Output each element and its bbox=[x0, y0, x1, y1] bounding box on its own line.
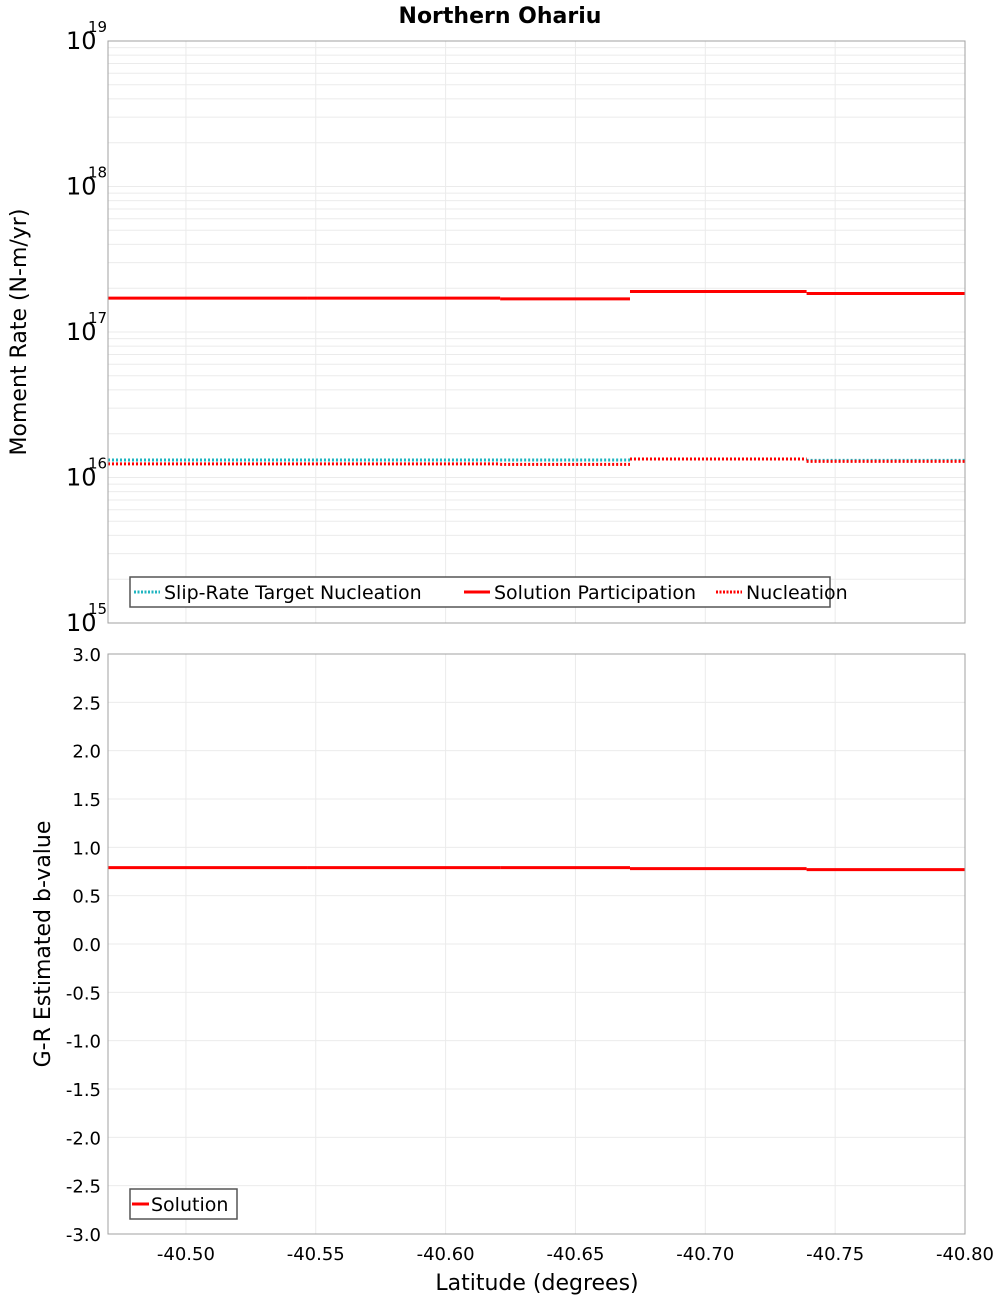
series-solution-b-value bbox=[108, 868, 965, 870]
legend-entry: Solution Participation bbox=[494, 582, 696, 604]
legend-entry: Nucleation bbox=[746, 582, 848, 604]
y-tick-label: -3.0 bbox=[66, 1225, 101, 1246]
legend-entry: Slip-Rate Target Nucleation bbox=[164, 582, 422, 604]
moment-rate-y-axis-label: Moment Rate (N-m/yr) bbox=[7, 209, 32, 456]
y-tick-label: 1017 bbox=[66, 309, 107, 346]
latitude-x-ticks: -40.50 -40.55 -40.60 -40.65 -40.70 -40.75 -40.… bbox=[157, 1244, 994, 1265]
svg-text:16: 16 bbox=[88, 455, 107, 473]
svg-text:18: 18 bbox=[88, 164, 107, 182]
legend-entry: Solution bbox=[151, 1194, 228, 1216]
x-tick-label: -40.70 bbox=[676, 1244, 734, 1265]
svg-text:17: 17 bbox=[88, 309, 107, 327]
y-tick-label: 1.5 bbox=[72, 790, 101, 811]
latitude-x-axis-label: Latitude (degrees) bbox=[435, 1271, 638, 1296]
b-value-y-ticks: 3.0 2.5 2.0 1.5 1.0 0.5 0.0 -0.5 -1.0 -1.5 -2.0 -2.… bbox=[66, 645, 101, 1246]
y-tick-label: 3.0 bbox=[72, 645, 101, 666]
x-tick-label: -40.80 bbox=[936, 1244, 994, 1265]
x-tick-label: -40.75 bbox=[806, 1244, 864, 1265]
y-tick-label: 2.0 bbox=[72, 742, 101, 763]
y-tick-label: 1016 bbox=[66, 455, 107, 492]
moment-rate-legend: Slip-Rate Target Nucleation Solution Part… bbox=[130, 577, 848, 607]
x-tick-label: -40.55 bbox=[287, 1244, 345, 1265]
y-tick-label: 1.0 bbox=[72, 838, 101, 859]
y-tick-label: -2.5 bbox=[66, 1177, 101, 1198]
y-tick-label: 2.5 bbox=[72, 693, 101, 714]
moment-rate-lines bbox=[108, 291, 965, 464]
y-tick-label: 0.5 bbox=[72, 887, 101, 908]
b-value-lines bbox=[108, 868, 965, 870]
y-tick-label: 1015 bbox=[66, 600, 107, 637]
x-tick-label: -40.65 bbox=[546, 1244, 604, 1265]
y-tick-label: -1.0 bbox=[66, 1032, 101, 1053]
y-tick-label: 0.0 bbox=[72, 935, 101, 956]
x-tick-label: -40.50 bbox=[157, 1244, 215, 1265]
chart-figure: Northern Ohariu 1015 1016 1017 1018 1019 Mom… bbox=[0, 0, 1000, 1300]
y-tick-label: 1018 bbox=[66, 164, 107, 201]
y-tick-label: -0.5 bbox=[66, 983, 101, 1004]
b-value-grid bbox=[108, 654, 965, 1234]
moment-rate-y-ticks: 1015 1016 1017 1018 1019 bbox=[66, 18, 107, 637]
y-tick-label: -1.5 bbox=[66, 1080, 101, 1101]
y-tick-label: -2.0 bbox=[66, 1128, 101, 1149]
y-tick-label: 1019 bbox=[66, 18, 107, 55]
b-value-y-axis-label: G-R Estimated b-value bbox=[31, 821, 56, 1068]
moment-rate-panel: 1015 1016 1017 1018 1019 Moment Rate (N-m/yr… bbox=[7, 18, 965, 637]
svg-text:15: 15 bbox=[88, 600, 107, 618]
moment-rate-grid bbox=[108, 41, 965, 623]
chart-title: Northern Ohariu bbox=[399, 4, 602, 29]
series-solution-participation bbox=[108, 291, 965, 298]
b-value-legend: Solution bbox=[130, 1189, 237, 1219]
svg-text:19: 19 bbox=[88, 18, 107, 36]
x-tick-label: -40.60 bbox=[417, 1244, 475, 1265]
b-value-panel: 3.0 2.5 2.0 1.5 1.0 0.5 0.0 -0.5 -1.0 -1.5 -2.0 -2.… bbox=[31, 645, 994, 1296]
